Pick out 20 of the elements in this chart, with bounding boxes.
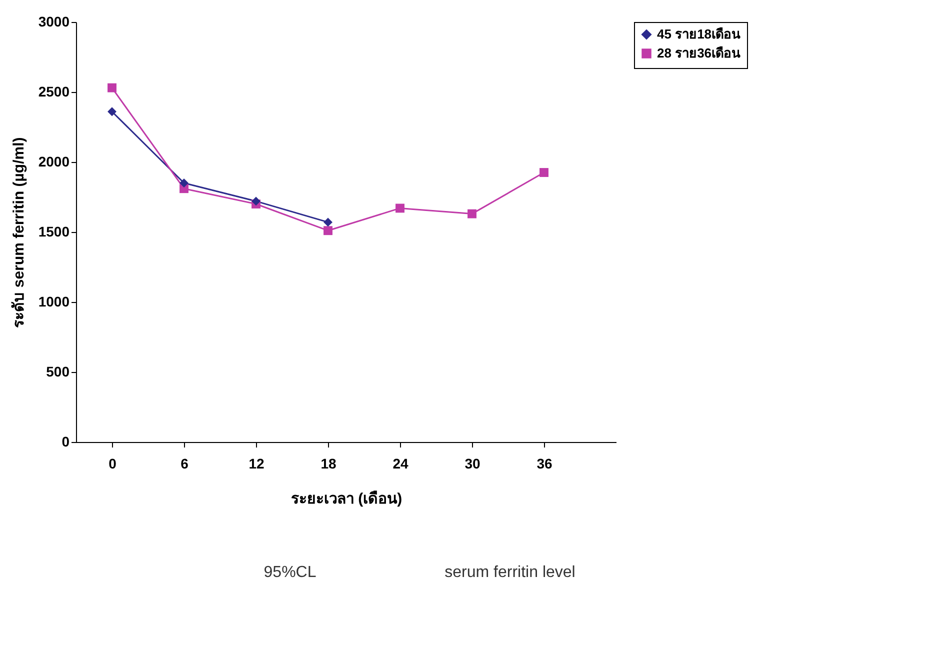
x-tick-label: 18 [320,456,336,472]
y-tick-label: 0 [62,434,70,450]
y-tick-label: 2500 [38,84,70,100]
x-tick-label: 0 [108,456,117,472]
y-axis-title: ระดับ serum ferritin (µg/ml) [10,137,28,328]
y-tick-label: 1000 [38,294,70,310]
x-tick-label: 6 [180,456,189,472]
x-tick-label: 36 [536,456,552,472]
y-tick-label: 2000 [38,154,70,170]
legend-label: 45 ราย18เดือน [657,26,741,42]
y-tick-label: 3000 [38,14,70,30]
x-axis-title: ระยะเวลา (เดือน) [290,490,402,508]
x-tick-label: 30 [464,456,480,472]
legend-label: 28 ราย36เดือน [657,46,741,60]
y-tick-label: 500 [46,364,70,380]
x-tick-label: 24 [392,456,408,472]
y-tick-label: 1500 [38,224,70,240]
x-tick-label: 12 [248,456,264,472]
text: 95%CL [264,564,316,581]
text: serum ferritin level [444,564,576,581]
